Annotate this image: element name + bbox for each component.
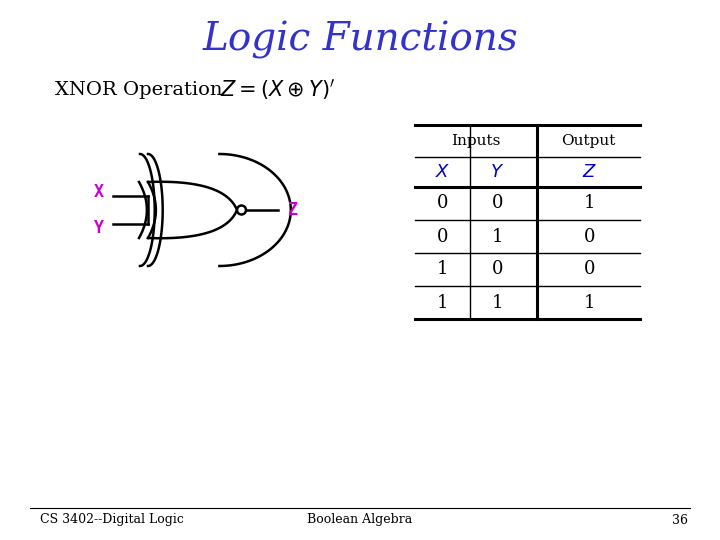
- Text: $Z = (X \oplus Y)'$: $Z = (X \oplus Y)'$: [220, 78, 336, 103]
- Text: 0: 0: [492, 260, 503, 279]
- Text: 1: 1: [492, 294, 503, 312]
- Text: 0: 0: [437, 227, 449, 246]
- Text: XNOR Operation: XNOR Operation: [55, 81, 222, 99]
- Text: 0: 0: [492, 194, 503, 213]
- Text: $\mathit{Z}$: $\mathit{Z}$: [582, 163, 598, 181]
- Text: $\mathit{Y}$: $\mathit{Y}$: [490, 163, 505, 181]
- Text: 1: 1: [437, 294, 449, 312]
- Text: 1: 1: [492, 227, 503, 246]
- Text: Output: Output: [562, 134, 616, 148]
- Text: 0: 0: [437, 194, 449, 213]
- Text: Inputs: Inputs: [451, 134, 500, 148]
- Text: 1: 1: [584, 194, 595, 213]
- Text: 36: 36: [672, 514, 688, 526]
- Text: $\mathit{X}$: $\mathit{X}$: [435, 163, 450, 181]
- Text: Z: Z: [287, 201, 297, 219]
- Text: 1: 1: [437, 260, 449, 279]
- Text: Boolean Algebra: Boolean Algebra: [307, 514, 413, 526]
- Text: 0: 0: [584, 260, 595, 279]
- Text: 1: 1: [584, 294, 595, 312]
- Text: Logic Functions: Logic Functions: [202, 21, 518, 59]
- Text: CS 3402--Digital Logic: CS 3402--Digital Logic: [40, 514, 184, 526]
- Text: X: X: [94, 183, 104, 201]
- Text: Y: Y: [94, 219, 104, 237]
- Text: 0: 0: [584, 227, 595, 246]
